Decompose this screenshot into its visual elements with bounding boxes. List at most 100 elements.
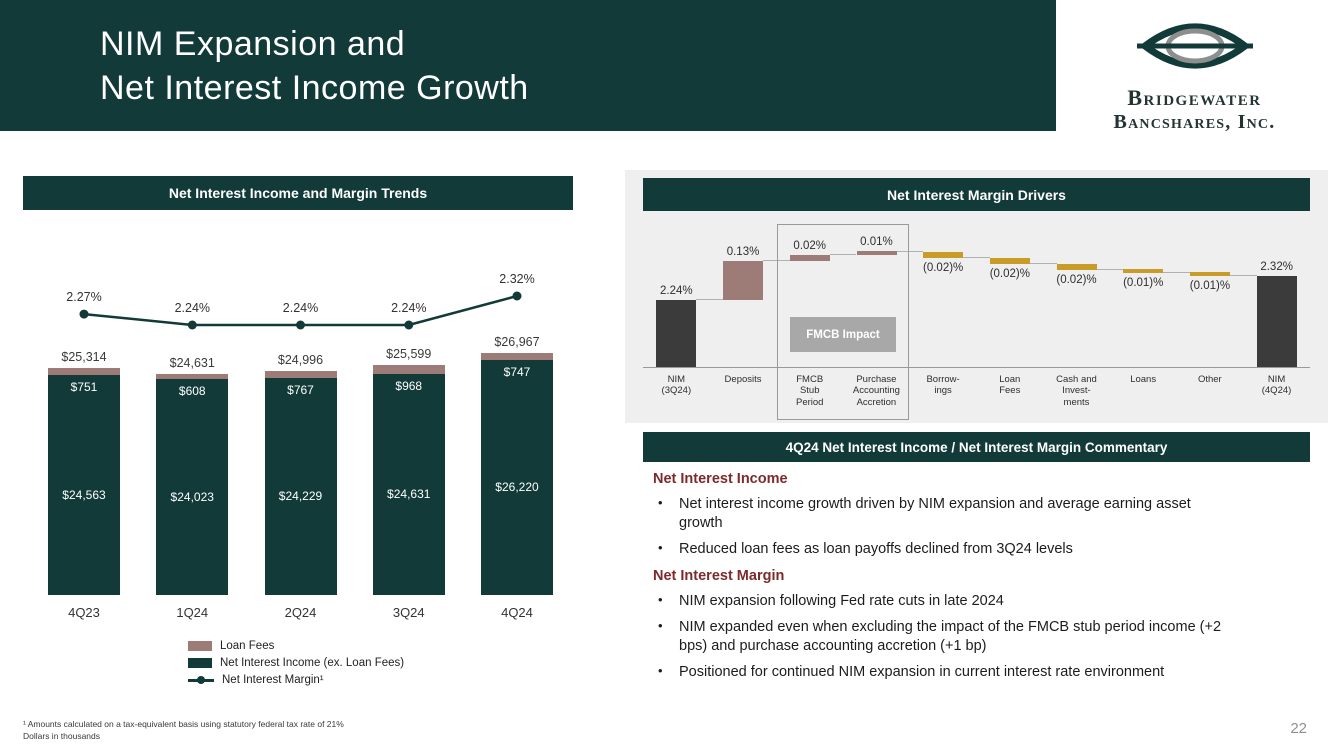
category-label: 2Q24: [284, 605, 317, 620]
waterfall-category-label: Purchase Accounting Accretion: [843, 368, 910, 408]
loan-fees-segment: [48, 368, 120, 375]
commentary-bullet: • NIM expanded even when excluding the im…: [653, 618, 1310, 655]
commentary-bullet: • Net interest income growth driven by NI…: [653, 495, 1310, 532]
waterfall-category-line: Fees: [999, 385, 1021, 397]
x-axis-labels: 4Q23 1Q24 2Q24 3Q24 4Q24: [48, 605, 553, 620]
legend-item-loan-fees: Loan Fees: [188, 640, 573, 652]
category-label: 4Q24: [501, 605, 533, 620]
waterfall-category-labels: NIM (3Q24) Deposits FMCB Stub Period Purchase A…: [643, 367, 1310, 408]
waterfall-category-label: Other: [1177, 368, 1244, 408]
loan-fees-segment: [264, 371, 337, 378]
category-label: 1Q24: [176, 605, 209, 620]
nii-value-label: $24,229: [278, 489, 323, 503]
waterfall-category-label: Cash and Invest-ments: [1043, 368, 1110, 408]
waterfall-bar: [989, 258, 1030, 264]
stacked-bar: $751 $24,563: [48, 368, 120, 595]
waterfall-connector: [1163, 272, 1190, 273]
bar-column: $26,967 $747 $26,220: [481, 335, 553, 595]
svg-text:2.24%: 2.24%: [283, 301, 318, 315]
loan-fees-value-label: $608: [178, 384, 206, 398]
stacked-bar: $747 $26,220: [481, 353, 553, 595]
nim-line-dot: [197, 675, 205, 684]
fmcb-impact-tag: FMCB Impact: [790, 317, 896, 352]
header-banner: NIM Expansion and Net Interest Income Gr…: [0, 0, 1056, 131]
bar-total-label: $25,314: [61, 350, 107, 364]
waterfall-category-line: (3Q24): [661, 385, 692, 397]
waterfall-category-line: ings: [934, 385, 952, 397]
waterfall-category-line: FMCB: [796, 374, 824, 385]
logo-mark-icon: [1136, 23, 1253, 69]
commentary-bullet: • Positioned for continued NIM expansion …: [653, 663, 1310, 682]
bar-total-label: $26,967: [494, 335, 540, 349]
loan-fees-value-label: $767: [287, 383, 314, 397]
waterfall-bar: [723, 261, 764, 300]
nim-drivers-panel-title: Net Interest Margin Drivers: [643, 178, 1310, 211]
waterfall-plot-area: 2.24% 0.13% 0.02% 0.01% (0.02)% (0.02)% (0.02)…: [643, 220, 1310, 367]
svg-text:2.32%: 2.32%: [499, 272, 534, 286]
bullet-text: Reduced loan fees as loan payoffs declin…: [679, 541, 1073, 558]
loan-fees-swatch: [188, 641, 212, 651]
commentary-bullet: • NIM expansion following Fed rate cuts i…: [653, 592, 1310, 611]
bullet-marker: •: [658, 591, 663, 607]
waterfall-value-label: 2.32%: [1260, 261, 1293, 273]
waterfall-category-line: Purchase: [856, 374, 897, 385]
footnote-line1: ¹ Amounts calculated on a tax-equivalent…: [23, 719, 344, 730]
commentary-panel: 4Q24 Net Interest Income / Net Interest …: [625, 432, 1328, 690]
nii-trends-chart: $25,314 $751 $24,563 $24,631 $608 $24,023 $24,…: [23, 210, 573, 636]
svg-text:2.24%: 2.24%: [175, 301, 210, 315]
nii-trends-panel: Net Interest Income and Margin Trends $2…: [23, 176, 573, 686]
page-number: 22: [1290, 720, 1307, 737]
bar-column: $25,314 $751 $24,563: [48, 350, 120, 595]
waterfall-connector: [696, 299, 724, 300]
loan-fees-value-label: $968: [395, 379, 423, 393]
nii-trends-panel-title: Net Interest Income and Margin Trends: [23, 176, 573, 210]
waterfall-category-line: Invest-: [1062, 385, 1091, 397]
legend-label-nim: Net Interest Margin¹: [222, 674, 324, 686]
commentary-heading: Net Interest Income: [653, 471, 788, 487]
logo-name-line1: Bridgewater: [1127, 85, 1262, 110]
waterfall-category-line: NIM: [667, 374, 686, 385]
waterfall-connector: [1230, 275, 1257, 276]
legend-item-nii: Net Interest Income (ex. Loan Fees): [188, 657, 573, 669]
bar-column: $24,996 $767 $24,229: [264, 353, 337, 595]
nii-value-label: $26,220: [495, 480, 539, 494]
waterfall-bar: [1123, 269, 1164, 273]
category-label: 4Q23: [68, 605, 100, 620]
waterfall-category-label: Deposits: [710, 368, 777, 408]
waterfall-chart: 2.24% 0.13% 0.02% 0.01% (0.02)% (0.02)% (0.02)…: [643, 220, 1310, 420]
waterfall-category-line: Loans: [1130, 374, 1157, 385]
waterfall-category-line: Accounting: [852, 385, 900, 397]
bar-total-label: $25,599: [386, 347, 432, 361]
loan-fees-value-label: $747: [503, 365, 531, 379]
waterfall-category-line: ments: [1063, 396, 1090, 408]
category-label: 3Q24: [392, 605, 425, 620]
waterfall-value-label: (0.01)%: [1189, 280, 1231, 292]
waterfall-value-label: 2.24%: [660, 285, 693, 297]
waterfall-category-line: (4Q24): [1261, 385, 1292, 397]
nii-value-label: $24,563: [62, 487, 106, 502]
waterfall-bar: [1056, 264, 1097, 270]
slide-title-line1: NIM Expansion and: [100, 25, 406, 63]
waterfall-category-label: Loans: [1110, 368, 1177, 408]
legend-label-loan-fees: Loan Fees: [220, 640, 275, 652]
nim-drivers-panel: Net Interest Margin Drivers 2.24% 0.13% 0.…: [625, 170, 1328, 423]
commentary-heading: Net Interest Margin: [653, 567, 785, 584]
loan-fees-value-label: $751: [70, 380, 98, 394]
waterfall-value-label: 0.13%: [726, 246, 760, 258]
waterfall-value-label: 0.02%: [793, 240, 827, 252]
loan-fees-segment: [481, 353, 553, 360]
waterfall-bar: [1190, 272, 1230, 276]
waterfall-connector: [829, 254, 857, 255]
waterfall-category-line: Period: [795, 396, 824, 408]
stacked-bar: $608 $24,023: [156, 374, 229, 595]
logo-name-line2: Bancshares, Inc.: [1113, 111, 1276, 133]
commentary-bullet: • Reduced loan fees as loan payoffs decli…: [653, 540, 1310, 559]
stacked-bar: $767 $24,229: [264, 371, 337, 595]
commentary-body: Net Interest Income • Net interest income …: [653, 471, 1310, 682]
waterfall-value-label: (0.02)%: [923, 262, 964, 274]
bullet-text: Positioned for continued NIM expansion i…: [679, 664, 1165, 681]
waterfall-category-line: Accretion: [856, 396, 897, 408]
waterfall-category-line: Stub: [799, 385, 820, 397]
bullet-marker: •: [658, 618, 663, 634]
